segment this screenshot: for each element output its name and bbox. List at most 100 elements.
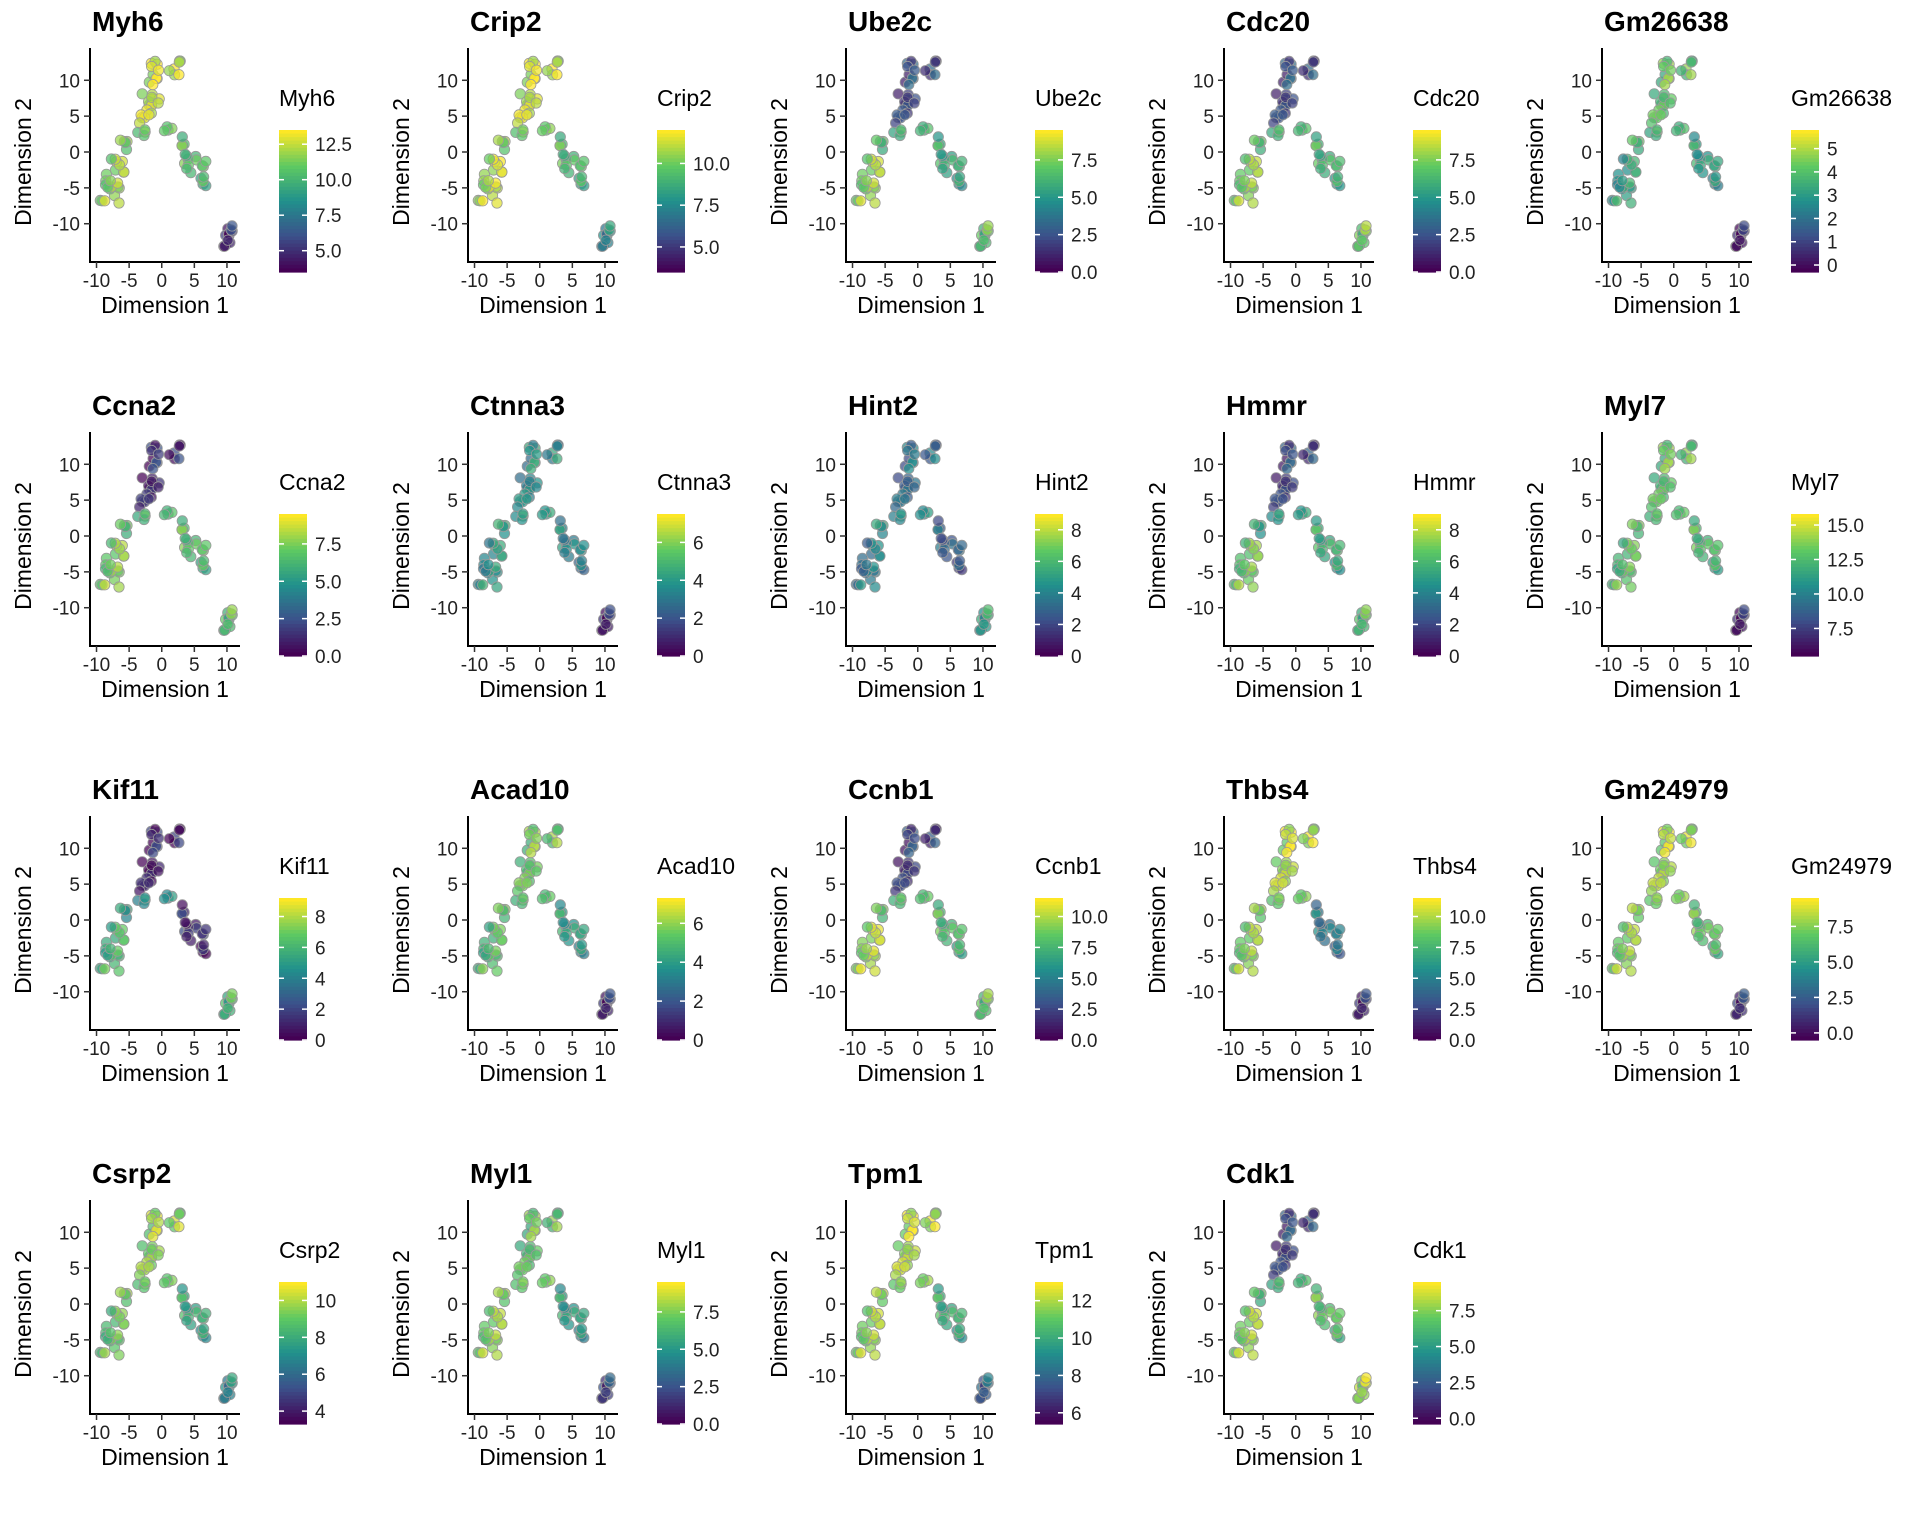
y-axis-title: Dimension 2	[388, 1250, 414, 1378]
x-tick-label: -5	[877, 1423, 894, 1444]
x-tick-label: 5	[567, 1039, 578, 1060]
cell-point	[1297, 65, 1309, 77]
y-tick-label: -10	[431, 599, 458, 620]
cell-point	[1238, 175, 1250, 187]
colorbar-segment	[657, 1402, 685, 1407]
cell-point	[1675, 449, 1687, 461]
colorbar-segment	[1413, 232, 1441, 238]
cell-point	[226, 988, 238, 1000]
colorbar-segment	[279, 517, 307, 522]
colorbar-segment	[1791, 983, 1819, 988]
colorbar-segment	[279, 961, 307, 967]
y-tick-label: -10	[1187, 983, 1214, 1004]
cell-point	[521, 109, 533, 121]
panel-hint2: Hint2 -10 -5 0 5 10 -10 -5 0 5 10 Dimension 1 Dimens…	[756, 384, 1136, 764]
colorbar-segment	[1413, 979, 1441, 984]
colorbar-segment	[1035, 130, 1063, 135]
colorbar-segment	[657, 648, 685, 654]
colorbar-segment	[279, 1000, 307, 1006]
x-tick-label: 5	[1323, 1039, 1334, 1060]
cell-point	[200, 155, 212, 167]
colorbar-segment	[279, 236, 307, 241]
y-tick-label: 0	[1203, 143, 1214, 164]
y-tick-label: 10	[815, 1223, 836, 1244]
panel-cdc20: Cdc20 -10 -5 0 5 10 -10 -5 0 5 10 Dimension 1 Dimens…	[1134, 0, 1514, 380]
colorbar-segment	[1035, 1296, 1063, 1301]
colorbar-segment	[657, 638, 685, 643]
colorbar-segment	[1413, 254, 1441, 259]
y-tick-label: -10	[53, 599, 80, 620]
colorbar-segment	[279, 933, 307, 938]
colorbar-segment	[1035, 190, 1063, 195]
cell-point	[198, 939, 210, 951]
y-tick-label: 10	[1193, 455, 1214, 476]
x-tick-label: 5	[1323, 1423, 1334, 1444]
colorbar-segment	[1413, 631, 1441, 636]
colorbar-segment	[1413, 901, 1441, 906]
colorbar-segment	[657, 919, 685, 924]
cell-point	[1651, 508, 1663, 520]
cell-point	[1307, 56, 1319, 68]
y-tick-label: -10	[809, 1367, 836, 1388]
cell-point	[1625, 581, 1637, 593]
colorbar-segment	[279, 545, 307, 551]
colorbar-segment	[657, 972, 685, 977]
colorbar-segment	[657, 595, 685, 600]
cell-point	[222, 618, 234, 630]
colorbar-segment	[1791, 965, 1819, 970]
cell-point	[1292, 509, 1304, 521]
colorbar-segment	[1035, 1392, 1063, 1397]
x-tick-label: -10	[83, 1423, 110, 1444]
cell-point	[557, 1300, 569, 1312]
colorbar-segment	[279, 1303, 307, 1308]
cell-point	[200, 1307, 212, 1319]
x-tick-label: 0	[1290, 1423, 1301, 1444]
colorbar-segment	[1035, 521, 1063, 526]
y-tick-label: 5	[825, 107, 836, 128]
x-tick-label: 0	[1290, 271, 1301, 292]
colorbar-segment	[657, 588, 685, 593]
colorbar-segment	[1413, 648, 1441, 654]
colorbar-tick-label: 6	[1071, 552, 1082, 573]
colorbar-segment	[279, 1370, 307, 1375]
x-tick-label: 5	[189, 271, 200, 292]
panel-title: Tpm1	[848, 1158, 923, 1189]
x-tick-label: -5	[121, 655, 138, 676]
colorbar-tick-label: 8	[1071, 521, 1082, 542]
colorbar-tick-label: 12	[1071, 1292, 1092, 1313]
colorbar-segment	[1035, 549, 1063, 554]
colorbar-segment	[657, 1000, 685, 1006]
cell-point	[937, 163, 949, 175]
y-tick-label: 0	[447, 527, 458, 548]
x-tick-label: 0	[1290, 655, 1301, 676]
colorbar-segment	[1791, 1018, 1819, 1023]
colorbar-segment	[1791, 567, 1819, 572]
colorbar-segment	[657, 1008, 685, 1013]
colorbar-segment	[1791, 620, 1819, 625]
cell-point	[1710, 171, 1722, 183]
y-tick-label: 0	[69, 527, 80, 548]
y-tick-label: -10	[1565, 983, 1592, 1004]
cell-point	[114, 902, 127, 914]
cell-point	[929, 1221, 941, 1233]
colorbar-segment	[1413, 986, 1441, 991]
colorbar-segment	[657, 627, 685, 632]
cell-point	[1685, 440, 1697, 452]
x-tick-label: -10	[461, 1423, 488, 1444]
colorbar-tick-label: 0.0	[315, 647, 341, 668]
colorbar-segment	[1791, 997, 1819, 1002]
colorbar-segment	[657, 243, 685, 248]
colorbar-segment	[279, 940, 307, 945]
colorbar-segment	[1413, 972, 1441, 977]
colorbar-segment	[657, 538, 685, 543]
cell-point	[932, 1283, 944, 1295]
colorbar-tick-label: 7.5	[1071, 938, 1097, 959]
cell-point	[491, 581, 503, 593]
colorbar-segment	[279, 264, 307, 270]
colorbar-segment	[1413, 517, 1441, 522]
colorbar-segment	[1035, 1420, 1063, 1425]
colorbar-segment	[657, 1289, 685, 1294]
colorbar-tick-label: 4	[1827, 163, 1838, 184]
cell-point	[908, 1249, 920, 1261]
colorbar-segment	[657, 232, 685, 238]
